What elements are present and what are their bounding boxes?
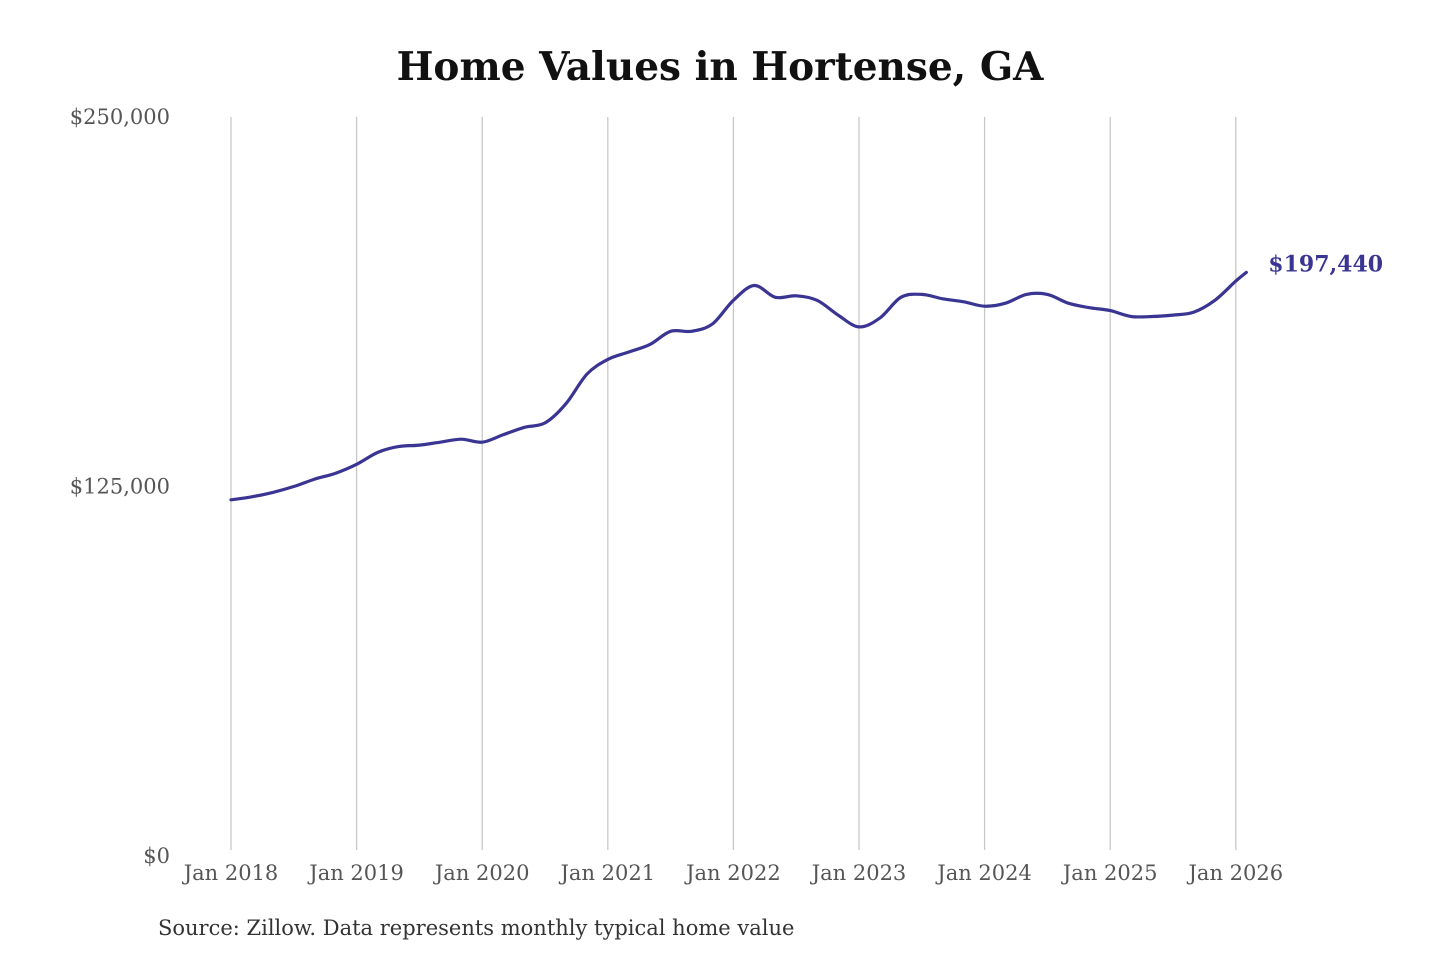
end-value-label: $197,440 <box>1268 251 1383 277</box>
chart-title: Home Values in Hortense, GA <box>396 44 1044 90</box>
series-line <box>229 270 1248 502</box>
x-tick-label-0: Jan 2018 <box>182 861 279 885</box>
x-tick-label-7: Jan 2025 <box>1061 861 1158 885</box>
x-axis-tick-labels: Jan 2018 Jan 2019 Jan 2020 Jan 2021 Jan 2022… <box>182 861 1283 885</box>
end-value-label-group: $197,440 <box>1268 251 1383 277</box>
y-tick-label-1: $125,000 <box>70 475 170 499</box>
x-tick-label-5: Jan 2023 <box>810 861 907 885</box>
x-tick-label-2: Jan 2020 <box>433 861 530 885</box>
x-tick-label-1: Jan 2019 <box>307 861 404 885</box>
y-tick-label-2: $250,000 <box>70 105 170 129</box>
vertical-gridlines <box>230 117 1237 850</box>
y-axis-tick-labels: $0 $125,000 $250,000 <box>70 105 170 868</box>
series-line-group <box>229 270 1248 502</box>
source-note: Source: Zillow. Data represents monthly … <box>158 916 795 940</box>
x-tick-label-3: Jan 2021 <box>559 861 656 885</box>
x-tick-label-4: Jan 2022 <box>684 861 781 885</box>
y-tick-label-0: $0 <box>143 844 170 868</box>
x-tick-label-8: Jan 2026 <box>1187 861 1284 885</box>
x-tick-label-6: Jan 2024 <box>935 861 1032 885</box>
